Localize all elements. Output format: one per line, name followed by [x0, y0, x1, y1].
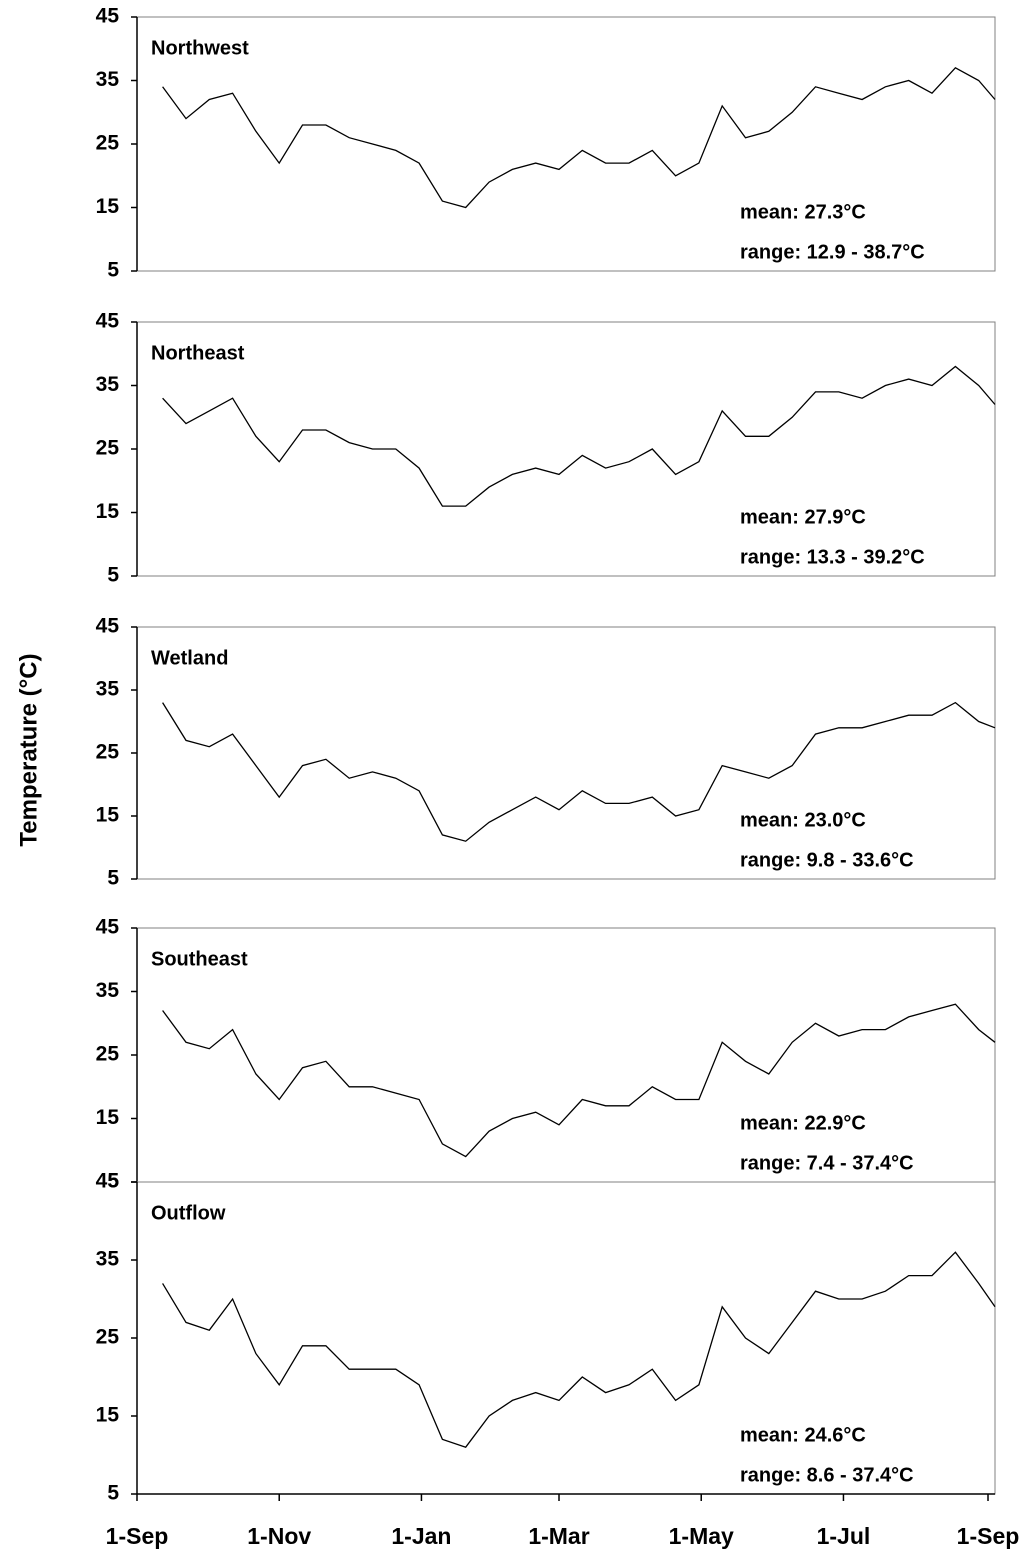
annotation: range: 13.3 - 39.2°C [740, 546, 925, 568]
y-tick-label: 5 [107, 1482, 119, 1505]
y-tick-label: 45 [96, 310, 120, 333]
y-tick-label: 25 [96, 132, 120, 155]
annotation: mean: 27.9°C [740, 506, 866, 528]
annotation: mean: 22.9°C [740, 1112, 866, 1134]
annotation: mean: 27.3°C [740, 201, 866, 223]
panel-title: Northeast [151, 342, 245, 364]
x-tick-label: 1-May [669, 1523, 734, 1549]
panel-title: Wetland [151, 647, 228, 669]
y-tick-label: 35 [96, 68, 120, 91]
annotation: mean: 24.6°C [740, 1424, 866, 1446]
panel-title: Southeast [151, 948, 248, 970]
plot-frame [136, 626, 996, 880]
x-tick-label: 1-Jan [391, 1523, 451, 1549]
y-tick-label: 25 [96, 741, 120, 764]
plot-frame [136, 321, 996, 577]
x-tick-label: 1-Nov [247, 1523, 311, 1549]
data-line [162, 1251, 996, 1448]
y-axis-label: Temperature (°C) [15, 653, 42, 846]
y-tick-label: 15 [96, 500, 120, 523]
y-tick-label: 35 [96, 1248, 120, 1271]
y-tick-label: 5 [107, 867, 119, 890]
x-tick-label: 1-Sep [106, 1523, 169, 1549]
y-tick-label: 5 [107, 1170, 119, 1193]
y-tick-label: 25 [96, 437, 120, 460]
annotation: range: 9.8 - 33.6°C [740, 849, 914, 871]
data-line [162, 365, 996, 507]
data-line [162, 1003, 996, 1158]
panel-title: Northwest [151, 37, 249, 59]
y-tick-label: 25 [96, 1043, 120, 1066]
plot-frame [136, 927, 996, 1183]
y-tick-label: 25 [96, 1326, 120, 1349]
annotation: range: 8.6 - 37.4°C [740, 1464, 914, 1486]
data-line [162, 701, 996, 842]
annotation: range: 12.9 - 38.7°C [740, 241, 925, 263]
y-tick-label: 15 [96, 1106, 120, 1129]
y-tick-label: 45 [96, 5, 120, 28]
y-tick-label: 15 [96, 1404, 120, 1427]
y-tick-label: 5 [107, 564, 119, 587]
x-tick-label: 1-Jul [817, 1523, 871, 1549]
y-tick-label: 35 [96, 979, 120, 1002]
y-tick-label: 35 [96, 373, 120, 396]
plot-frame [136, 1181, 996, 1495]
y-tick-label: 15 [96, 804, 120, 827]
y-tick-label: 15 [96, 195, 120, 218]
x-tick-label: 1-Mar [528, 1523, 589, 1549]
y-tick-label: 5 [107, 259, 119, 282]
annotation: mean: 23.0°C [740, 809, 866, 831]
y-tick-label: 45 [96, 1170, 120, 1193]
y-tick-label: 45 [96, 615, 120, 638]
y-tick-label: 35 [96, 678, 120, 701]
panel-title: Outflow [151, 1202, 226, 1224]
annotation: range: 7.4 - 37.4°C [740, 1152, 914, 1174]
y-tick-label: 45 [96, 916, 120, 939]
data-line [162, 66, 996, 209]
x-tick-label: 1-Sep [957, 1523, 1020, 1549]
